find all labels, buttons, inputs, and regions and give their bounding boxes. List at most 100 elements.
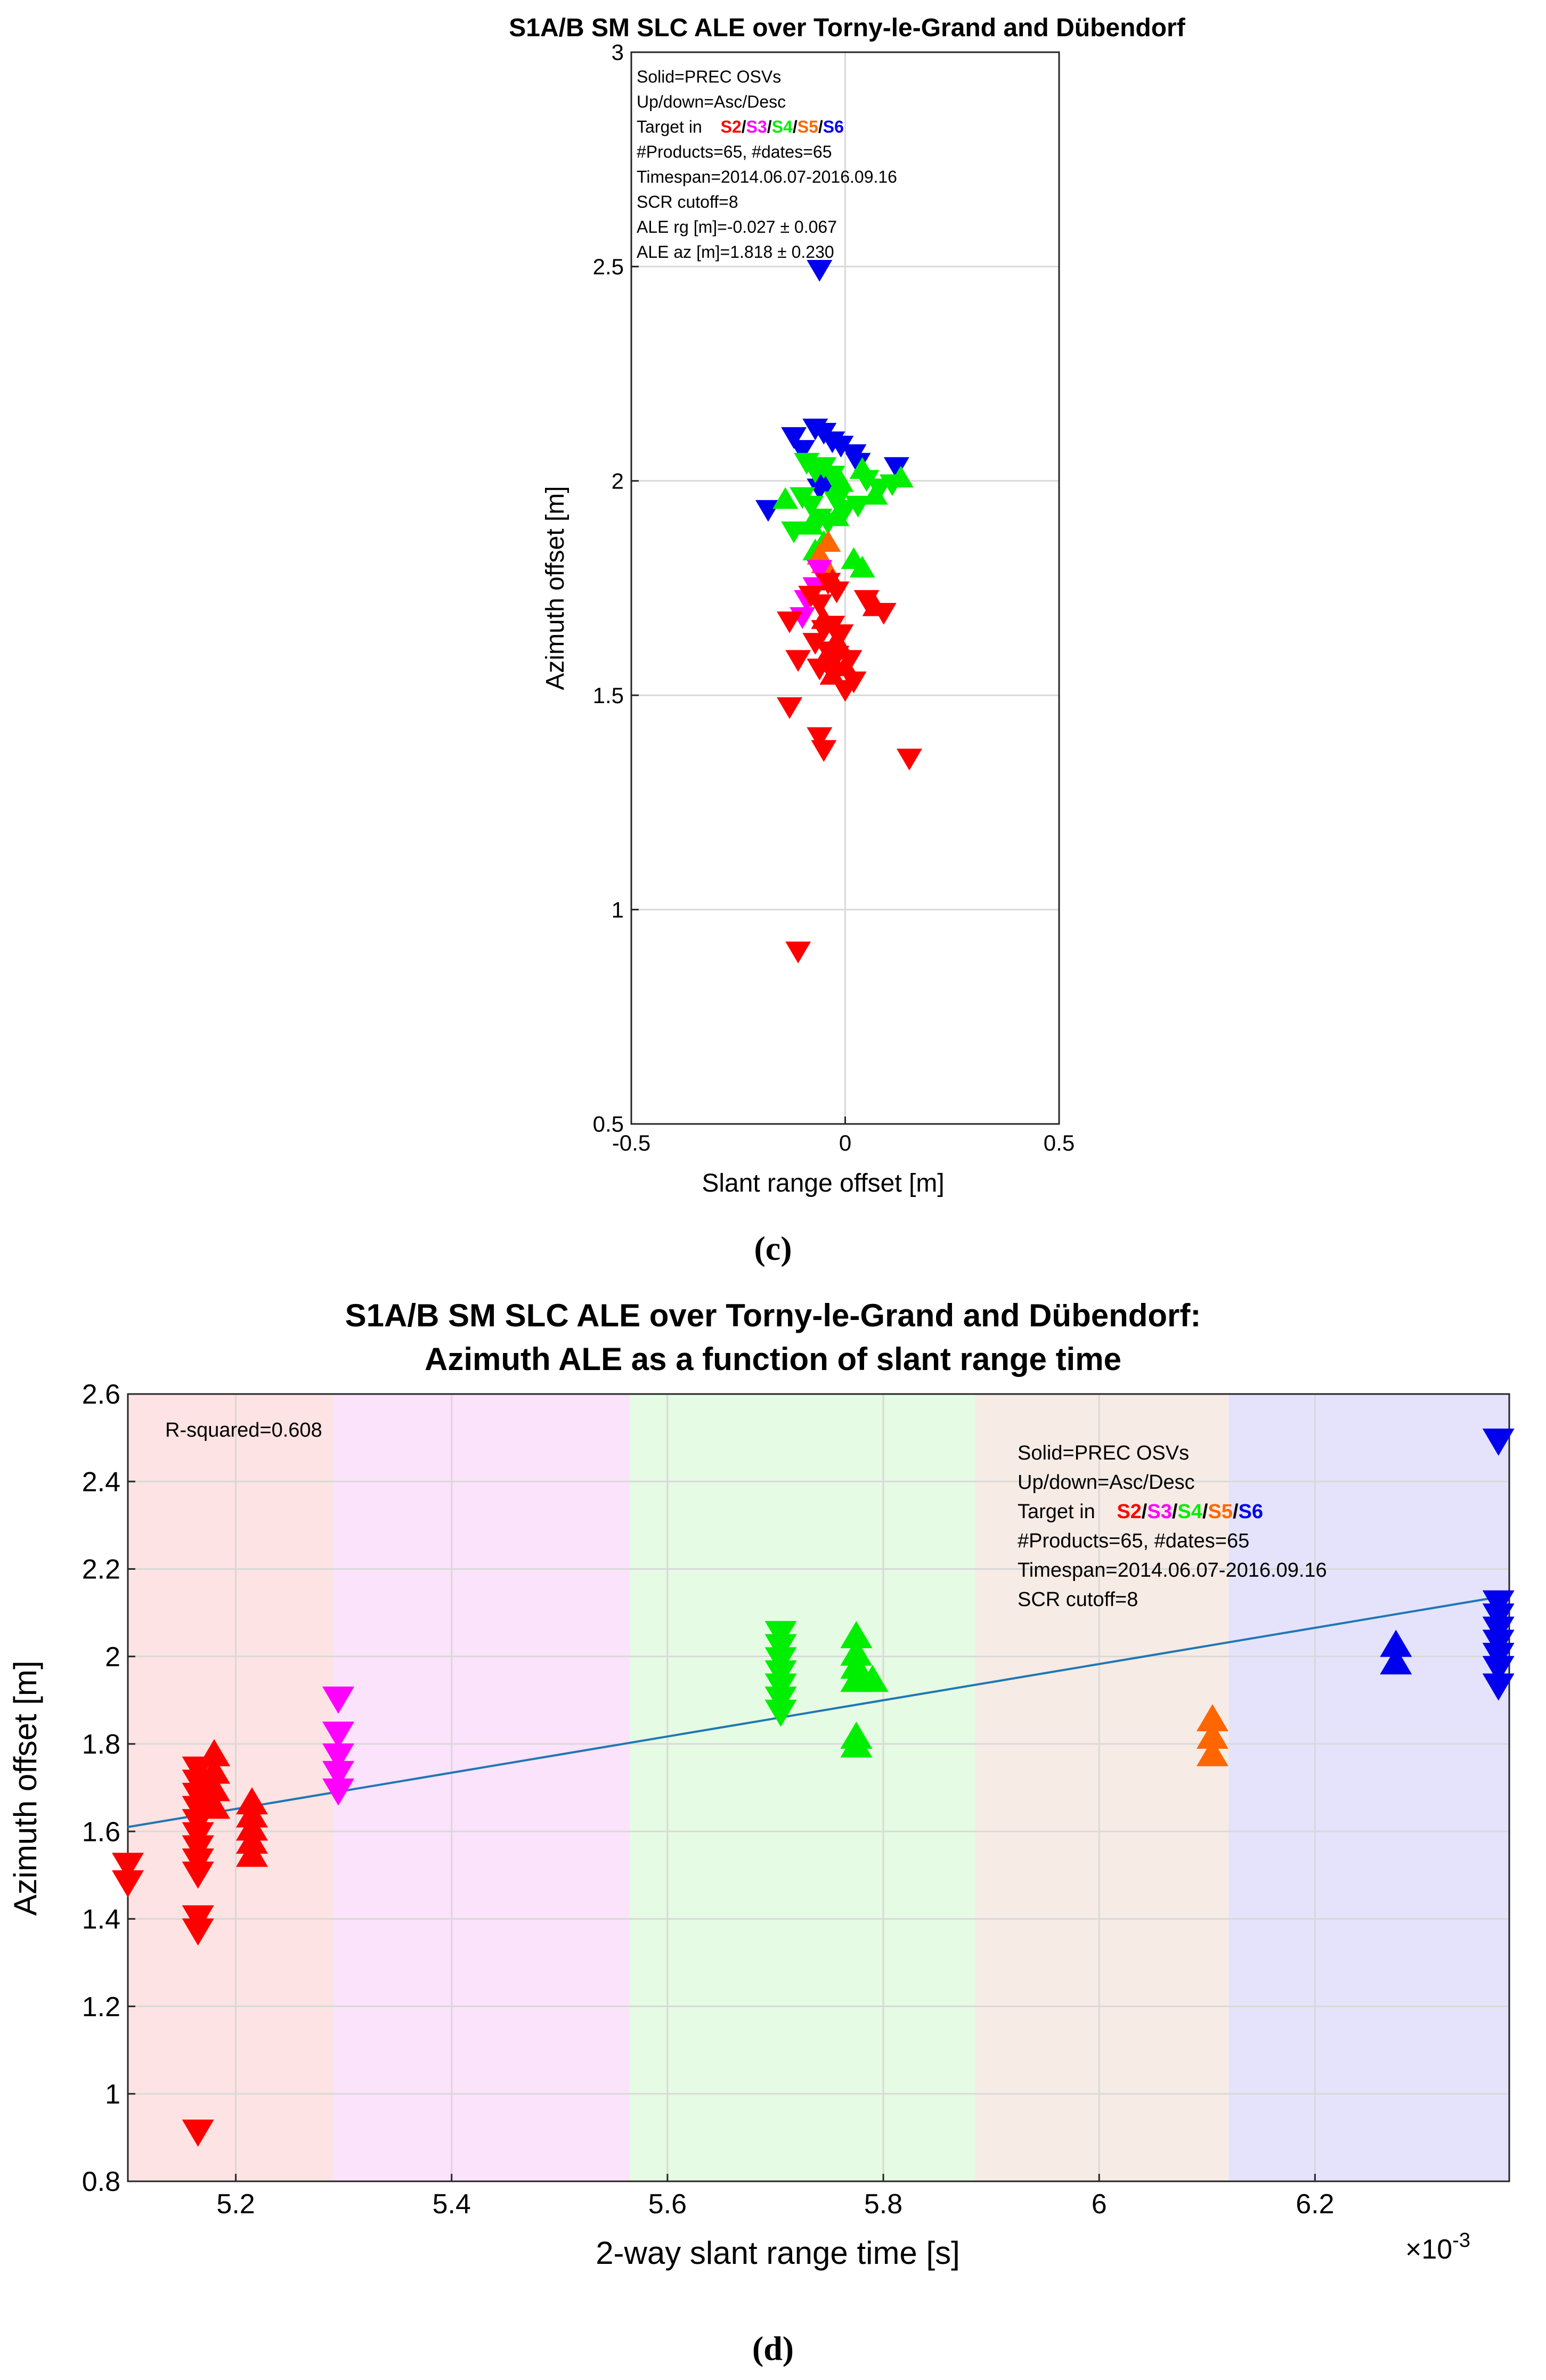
data-point-s2 xyxy=(832,654,858,676)
data-point-s2 xyxy=(198,1791,231,1819)
x-tick-label: 6.2 xyxy=(1296,2189,1334,2220)
swath-band-s3 xyxy=(332,1394,630,2181)
swath-s6: S6 xyxy=(823,117,844,136)
caption-d: (d) xyxy=(752,2329,794,2367)
annotation-line: Up/down=Asc/Desc xyxy=(1018,1471,1195,1494)
data-point-s4 xyxy=(849,556,875,578)
data-point-s2 xyxy=(777,611,803,633)
x-tick-label: 0 xyxy=(839,1130,851,1155)
data-point-s3 xyxy=(322,1760,355,1788)
data-point-s2 xyxy=(896,748,922,771)
data-point-s2 xyxy=(811,607,837,629)
chart-d-title-line1: S1A/B SM SLC ALE over Torny-le-Grand and… xyxy=(345,1298,1201,1333)
swath-sep: / xyxy=(742,117,746,136)
swath-band-s2 xyxy=(128,1394,333,2181)
swath-s3: S3 xyxy=(1147,1501,1171,1523)
chart-c-points xyxy=(755,260,922,964)
swath-s6: S6 xyxy=(1239,1501,1263,1523)
data-point-s2 xyxy=(836,650,862,672)
annotation-line: Timespan=2014.06.07-2016.09.16 xyxy=(1018,1559,1327,1582)
target-prefix: Target in xyxy=(1018,1501,1095,1523)
y-tick-label: 1.5 xyxy=(593,683,624,708)
data-point-s2 xyxy=(824,629,850,650)
data-point-s6 xyxy=(807,478,833,501)
data-point-s2 xyxy=(828,624,854,646)
swath-sep: / xyxy=(1172,1501,1178,1523)
y-tick-label: 2 xyxy=(612,469,624,494)
data-point-s2 xyxy=(853,590,880,612)
data-point-s5 xyxy=(1196,1721,1228,1749)
data-point-s4 xyxy=(840,1730,873,1758)
chart-c-ylabel: Azimuth offset [m] xyxy=(541,486,569,690)
data-point-s2 xyxy=(811,740,837,762)
y-tick-label: 0.5 xyxy=(593,1112,624,1137)
swath-sep: / xyxy=(1142,1501,1148,1523)
data-point-s2 xyxy=(819,663,845,685)
data-point-s2 xyxy=(198,1756,231,1784)
data-point-s2 xyxy=(819,568,845,591)
data-point-s6 xyxy=(828,436,854,458)
data-point-s4 xyxy=(798,512,824,535)
annotation-line: Timespan=2014.06.07-2016.09.16 xyxy=(637,167,897,186)
swath-s5: S5 xyxy=(1208,1501,1232,1523)
data-point-s2 xyxy=(785,941,811,964)
data-point-s2 xyxy=(112,1853,144,1880)
y-tick-label: 1.6 xyxy=(82,1816,120,1847)
swath-sep: / xyxy=(818,117,823,136)
r-squared-label: R-squared=0.608 xyxy=(165,1419,322,1441)
chart-d-axes-box xyxy=(127,1393,1510,2182)
y-tick-label: 1.8 xyxy=(82,1729,120,1760)
annotation-line: Solid=PREC OSVs xyxy=(1018,1442,1189,1464)
data-point-s4 xyxy=(856,1665,889,1692)
chart-d-x-exponent: ×10-3 xyxy=(1405,2229,1470,2265)
swath-sep: / xyxy=(793,117,798,136)
x-tick-label: 5.4 xyxy=(433,2189,471,2220)
data-point-s2 xyxy=(807,727,833,749)
data-point-s4 xyxy=(888,466,914,488)
annotation-line: ALE rg [m]=-0.027 ± 0.067 xyxy=(637,217,837,237)
swath-band-s6 xyxy=(1228,1394,1509,2181)
swath-s5: S5 xyxy=(798,117,818,136)
chart-d-points xyxy=(112,1428,1515,2147)
data-point-s4 xyxy=(798,495,824,518)
data-point-s2 xyxy=(815,641,841,664)
data-point-s2 xyxy=(112,1870,144,1898)
y-tick-label: 2.2 xyxy=(82,1554,120,1585)
y-tick-label: 2.6 xyxy=(82,1379,120,1410)
y-tick-label: 2.5 xyxy=(593,254,624,279)
data-point-s4 xyxy=(840,1621,873,1649)
annotation-line: SCR cutoff=8 xyxy=(637,192,738,211)
y-tick-label: 2.4 xyxy=(82,1466,120,1497)
data-point-s3 xyxy=(322,1743,355,1771)
y-tick-label: 1.4 xyxy=(82,1904,120,1935)
chart-c-axes-box xyxy=(630,51,1060,1125)
y-tick-label: 1.2 xyxy=(82,1992,120,2023)
data-point-s4 xyxy=(862,483,888,505)
data-point-s6 xyxy=(1482,1428,1515,1456)
data-point-s4 xyxy=(764,1699,797,1727)
chart-d-swath-bands xyxy=(128,1394,1509,2181)
x-tick-label: 5.2 xyxy=(216,2189,255,2220)
data-point-s4 xyxy=(772,487,799,509)
x-tick-label: 0.5 xyxy=(1044,1130,1075,1155)
data-point-s6 xyxy=(1380,1647,1412,1675)
chart-d-title-line2: Azimuth ALE as a function of slant range… xyxy=(425,1341,1121,1377)
annotation-target-line: Target in S2/S3/S4/S5/S6 xyxy=(637,117,844,136)
y-tick-label: 2 xyxy=(105,1642,120,1673)
swath-s2: S2 xyxy=(721,117,742,136)
x-exponent-power: -3 xyxy=(1452,2229,1470,2252)
chart-d-xlabel: 2-way slant range time [s] xyxy=(596,2235,960,2271)
annotation-line: SCR cutoff=8 xyxy=(1018,1588,1138,1611)
data-point-s6 xyxy=(1482,1656,1515,1683)
data-point-s2 xyxy=(807,594,833,616)
data-point-s5 xyxy=(815,530,841,552)
swath-sep: / xyxy=(1202,1501,1208,1523)
annotation-line: Solid=PREC OSVs xyxy=(637,67,781,86)
swath-s3: S3 xyxy=(746,117,767,136)
data-point-s4 xyxy=(781,521,807,543)
data-point-s3 xyxy=(322,1778,355,1806)
data-point-s6 xyxy=(790,440,816,462)
chart-d-ticks: 5.2 5.4 5.6 5.8 6 6.2 0.8 1 1.2 1.4 1.6 1.8 2 2.2 2.4 2… xyxy=(82,1379,1335,2220)
data-point-s3 xyxy=(322,1721,355,1749)
data-point-s2 xyxy=(785,650,811,672)
